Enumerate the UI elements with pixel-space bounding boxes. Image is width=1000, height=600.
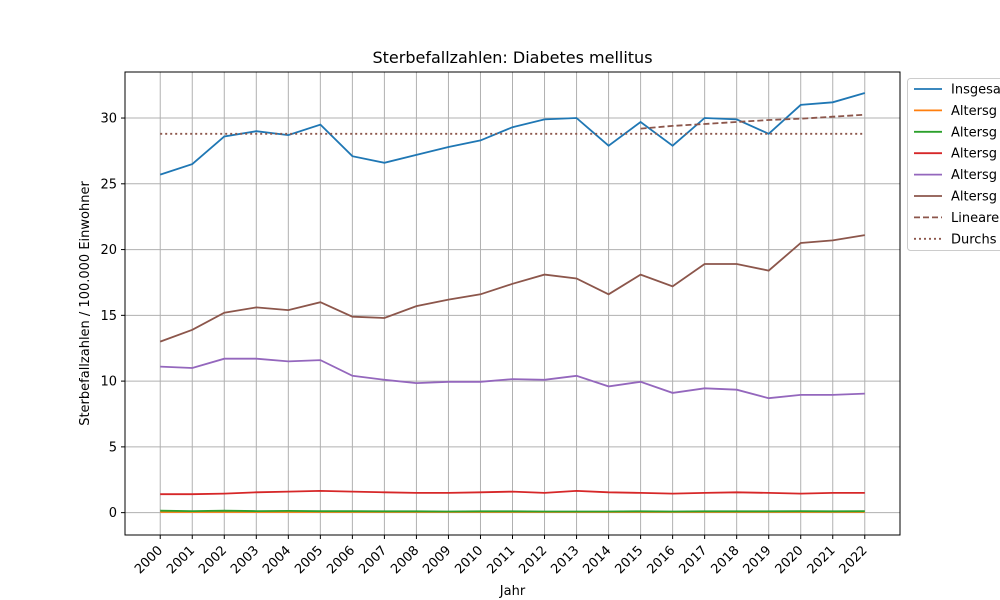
series-line-0 [159, 92, 866, 176]
y-tick-label: 10 [100, 375, 117, 390]
y-tick-label: 20 [100, 243, 117, 258]
legend: Insgesa Altersg Altersg Altersg Altersg Alter… [907, 78, 1000, 251]
legend-label-1: Altersg [951, 104, 997, 119]
y-axis-label: Sterbefallzahlen / 100.000 Einwohner [78, 181, 93, 426]
legend-label-5: Altersg [951, 190, 997, 205]
y-tick-label: 25 [100, 177, 117, 192]
legend-box [907, 78, 1000, 251]
series-line-3 [160, 489, 865, 496]
legend-label-0: Insgesa [951, 83, 1000, 98]
legend-label-2: Altersg [951, 125, 997, 140]
legend-label-4: Altersg [951, 168, 997, 183]
y-tick-label: 15 [100, 309, 117, 324]
y-tick-label: 30 [100, 112, 117, 127]
series-line-6 [640, 113, 865, 130]
y-tick-label: 0 [109, 506, 117, 521]
legend-label-3: Altersg [951, 147, 997, 162]
series-line-2 [160, 509, 865, 513]
series-lines [159, 92, 866, 513]
y-tick-label: 5 [109, 440, 117, 455]
x-axis-label: Jahr [499, 584, 526, 599]
legend-label-7: Durchs [951, 232, 997, 247]
legend-label-6: Lineare [951, 211, 999, 226]
series-line-5 [159, 234, 865, 343]
y-axis-ticks: 0 5 10 15 20 25 30 [100, 112, 125, 521]
grid-lines [125, 72, 900, 535]
chart-title: Sterbefallzahlen: Diabetes mellitus [372, 48, 652, 67]
series-line-4 [160, 357, 865, 400]
